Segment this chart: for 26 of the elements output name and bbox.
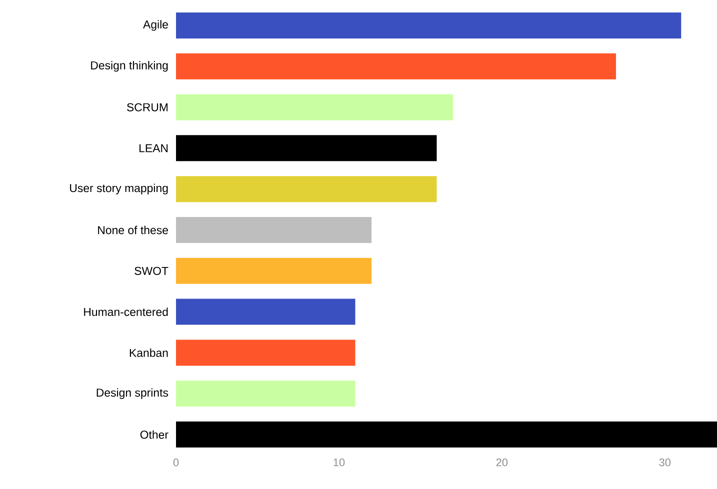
- y-tick-label: SCRUM: [126, 103, 168, 112]
- bar: [176, 380, 356, 407]
- y-tick-label: Design thinking: [91, 61, 168, 72]
- y-tick-label: None of these: [98, 226, 168, 234]
- bar: [176, 340, 356, 366]
- bar: [176, 176, 437, 202]
- y-tick-label: Kanban: [130, 348, 168, 357]
- bar: [176, 53, 616, 80]
- y-tick-label: Agile: [143, 20, 168, 31]
- bar: [176, 135, 437, 162]
- bar: [176, 216, 372, 243]
- bar: [176, 94, 454, 120]
- y-tick-label: LEAN: [139, 144, 168, 152]
- y-tick-label: Other: [140, 430, 168, 439]
- x-tick-label: 0: [173, 458, 179, 466]
- x-tick-label: 10: [334, 458, 345, 466]
- x-tick-label: 20: [496, 458, 508, 466]
- bar: [176, 258, 372, 284]
- bar: [176, 298, 356, 325]
- y-tick-label: SWOT: [134, 266, 168, 275]
- y-tick-label: Design sprints: [96, 388, 168, 399]
- y-tick-label: User story mapping: [70, 184, 168, 194]
- y-tick-label: Human-centered: [84, 308, 168, 316]
- bar: [176, 422, 717, 448]
- x-tick-label: 30: [659, 458, 671, 466]
- bar: [176, 12, 682, 38]
